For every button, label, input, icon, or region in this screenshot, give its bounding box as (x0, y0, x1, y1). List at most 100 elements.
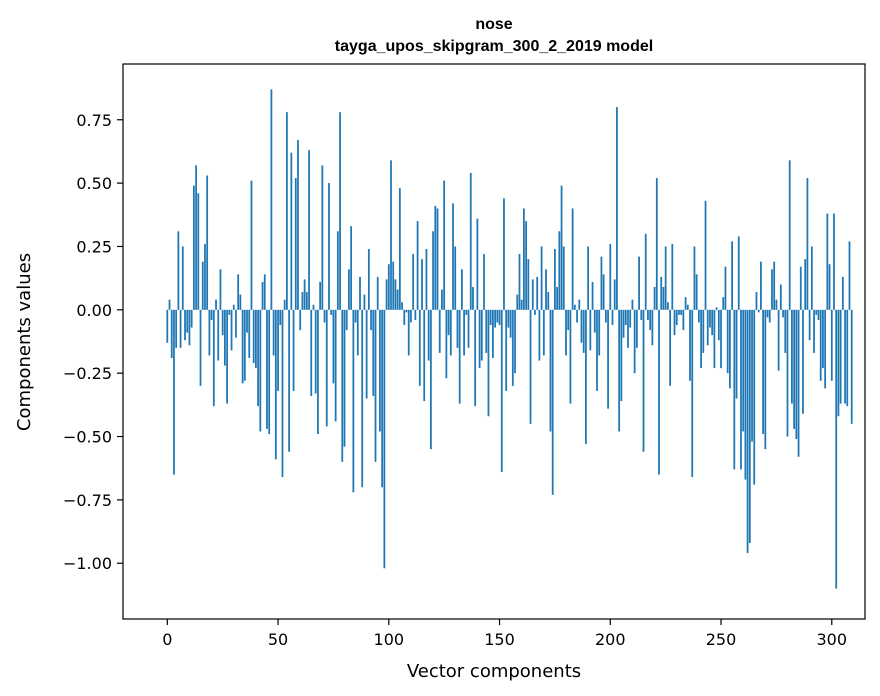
bar-203 (616, 107, 618, 310)
bar-39 (252, 309, 255, 364)
bar-11 (190, 309, 193, 328)
bar-69 (319, 281, 322, 310)
bar-54 (286, 112, 288, 310)
bar-290 (808, 309, 811, 341)
bar-122 (436, 208, 439, 310)
bar-274 (773, 261, 776, 310)
bar-218 (649, 309, 652, 331)
bar-306 (844, 309, 846, 404)
bar-62 (303, 279, 306, 310)
bar-6 (179, 309, 182, 348)
x-tick-label: 150 (484, 630, 515, 649)
bar-275 (775, 299, 778, 310)
bar-109 (407, 309, 410, 356)
bar-234 (684, 297, 687, 310)
bar-0 (166, 309, 169, 343)
bar-150 (498, 309, 501, 326)
bar-117 (425, 249, 428, 310)
bar-146 (489, 309, 492, 326)
x-axis-label: Vector components (407, 661, 581, 682)
bar-303 (837, 309, 840, 417)
bar-111 (412, 254, 415, 310)
bar-92 (370, 309, 372, 331)
bar-98 (383, 309, 386, 569)
bar-137 (469, 172, 472, 310)
bar-9 (186, 309, 189, 333)
bar-165 (531, 279, 534, 310)
bar-191 (589, 309, 592, 351)
bar-256 (733, 309, 736, 470)
bar-72 (325, 309, 328, 427)
bar-241 (700, 309, 702, 369)
bar-108 (405, 309, 408, 313)
bar-185 (576, 309, 578, 323)
bar-156 (511, 309, 514, 386)
bars-group (166, 89, 853, 589)
bar-187 (580, 309, 583, 343)
bar-19 (208, 309, 211, 356)
x-tick-label: 250 (706, 630, 737, 649)
bar-57 (292, 309, 295, 391)
bar-297 (824, 309, 827, 389)
bar-280 (786, 309, 789, 437)
bar-175 (554, 249, 556, 310)
bar-113 (416, 221, 419, 310)
bar-44 (263, 274, 266, 310)
bar-125 (443, 180, 446, 310)
bar-173 (549, 309, 552, 432)
bar-250 (720, 309, 722, 369)
bar-8 (184, 309, 186, 341)
bar-296 (822, 309, 824, 369)
bar-104 (396, 289, 399, 310)
bar-41 (257, 309, 259, 407)
bar-56 (290, 152, 293, 310)
y-axis-ticks: −1.00 −0.75 −0.50 −0.25 0.00 0.25 0.50 0.75 (63, 111, 123, 573)
bar-307 (846, 309, 849, 407)
bar-99 (385, 279, 388, 310)
x-axis-ticks: 0 50 100 150 200 250 300 (162, 619, 847, 649)
bar-221 (655, 178, 658, 310)
bar-58 (294, 178, 297, 310)
bar-103 (394, 279, 397, 310)
bar-258 (737, 236, 740, 310)
bar-86 (356, 309, 359, 356)
bar-18 (206, 175, 209, 310)
bar-91 (367, 249, 370, 310)
bar-120 (432, 231, 434, 310)
bar-182 (569, 309, 572, 404)
bar-262 (746, 309, 749, 554)
bar-243 (704, 200, 707, 310)
bar-192 (591, 281, 594, 310)
bar-42 (259, 309, 262, 432)
bar-142 (480, 309, 483, 361)
bar-20 (210, 309, 213, 320)
bar-244 (706, 309, 709, 346)
y-tick-label: −0.75 (63, 491, 112, 510)
bar-194 (596, 309, 598, 391)
bar-159 (518, 254, 521, 310)
bar-195 (598, 309, 601, 356)
bar-152 (503, 198, 505, 310)
y-tick-label: 0.75 (76, 111, 112, 130)
bar-260 (742, 309, 745, 432)
bar-281 (788, 160, 791, 310)
bar-208 (627, 309, 629, 348)
bar-153 (505, 309, 508, 391)
bar-239 (695, 274, 698, 310)
bar-38 (250, 180, 253, 310)
bar-95 (376, 276, 379, 310)
bar-78 (339, 112, 341, 310)
bar-237 (691, 309, 694, 478)
bar-124 (441, 289, 443, 310)
bar-23 (217, 309, 220, 361)
bar-118 (427, 309, 430, 361)
bar-279 (784, 309, 787, 353)
bar-266 (755, 292, 758, 310)
x-tick-label: 50 (268, 630, 288, 649)
bar-144 (485, 309, 488, 353)
bar-24 (219, 269, 222, 310)
y-tick-label: −1.00 (63, 554, 112, 573)
bar-53 (283, 299, 286, 310)
bar-228 (671, 243, 674, 310)
